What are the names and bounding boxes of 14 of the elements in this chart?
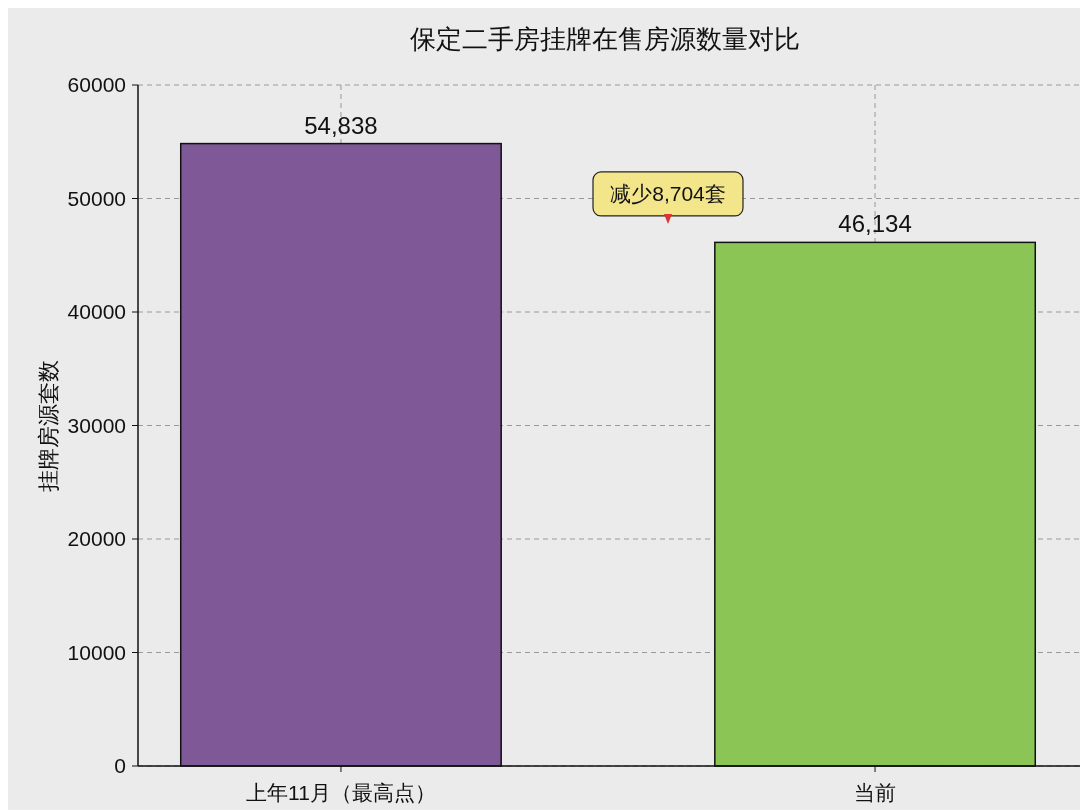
y-tick-label: 20000 xyxy=(67,527,126,551)
annotation: 减少8,704套 xyxy=(610,182,726,206)
y-tick-label: 10000 xyxy=(67,640,126,664)
y-tick-label: 40000 xyxy=(67,300,126,324)
x-tick-label: 上年11月（最高点） xyxy=(246,781,436,804)
chart-title: 保定二手房挂牌在售房源数量对比 xyxy=(410,24,800,54)
y-tick-label: 50000 xyxy=(67,186,126,210)
y-tick-label: 0 xyxy=(114,754,126,778)
y-tick-label: 60000 xyxy=(67,73,126,97)
x-tick-label: 当前 xyxy=(854,781,897,804)
data-label: 46,134 xyxy=(838,210,912,238)
data-label: 54,838 xyxy=(304,111,378,139)
y-axis-title: 挂牌房源套数 xyxy=(36,359,61,492)
y-tick-label: 30000 xyxy=(67,413,126,437)
